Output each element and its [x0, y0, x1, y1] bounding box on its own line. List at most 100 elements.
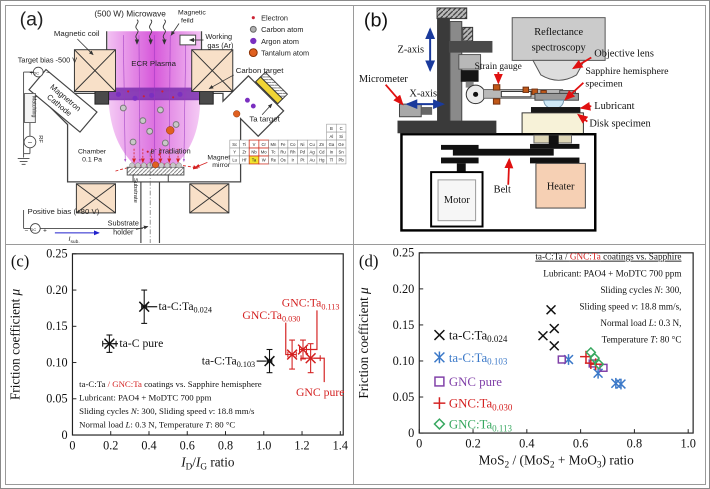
callout-connector [285, 322, 289, 356]
rf-source-symbol: ~ [28, 138, 33, 147]
dc-source-1: DC [33, 70, 39, 75]
pt-symbol-Tl: Tl [330, 158, 334, 163]
legend-electron: Electron [261, 14, 288, 23]
specimen-stack [521, 92, 584, 136]
pt-symbol-V: V [253, 142, 256, 147]
reflectance-label-1: Reflectance [534, 27, 583, 38]
rf-label: RF [37, 135, 43, 143]
callout-connector [313, 357, 325, 383]
annotation: Sliding speed v: 18.8 mm/s, [579, 301, 681, 311]
pt-symbol-W: W [262, 158, 266, 163]
magnetron-cathode: Magnetron Cathode [28, 68, 98, 133]
series-gnc-pure: GNC pure [296, 343, 345, 399]
panel-label: (d) [359, 252, 379, 271]
callout-connector [306, 310, 318, 351]
magnetic-coils [73, 49, 234, 214]
x-tick-label: 1.4 [333, 439, 348, 453]
belt-label: Belt [494, 185, 511, 196]
chamber-label-1: Chamber [78, 149, 107, 156]
x-tick-label: 0.6 [180, 439, 195, 453]
pt-symbol-Fe: Fe [281, 142, 287, 147]
magnetic-field-label-1: Magnetic [178, 10, 206, 17]
pt-symbol-Nb: Nb [251, 150, 257, 155]
y-tick-label: 0.20 [393, 282, 415, 296]
pt-symbol-Co: Co [290, 142, 296, 147]
y-tick-label: 0.20 [46, 283, 67, 297]
series-ta-c-ta0024: ta-C:Ta0.024 [138, 289, 212, 324]
pt-symbol-Re: Re [271, 158, 277, 163]
e-irradiation-arrows [132, 148, 180, 164]
pt-symbol-Lu: Lu [232, 158, 237, 163]
field-lines [123, 35, 187, 163]
deposition-apparatus-diagram: Magnetron Cathode DC + − ~ RF Matching D [17, 8, 347, 244]
series-label-gnc-ta0030: GNC:Ta0.030 [242, 309, 300, 324]
x-tick-label: 0.2 [465, 437, 480, 451]
e-irradiation-label: e- irradiation [151, 147, 191, 156]
deposited-atoms [129, 162, 182, 169]
series-label-gnc-pure: GNC pure [296, 386, 345, 399]
x-tick-label: 0.6 [573, 437, 588, 451]
y-tick-label: 0 [61, 428, 67, 442]
microwave-arrows [134, 19, 167, 45]
tribometer-diagram: (b) Z-axis X-axis Micrometer Strain gaug… [359, 7, 669, 232]
pt-symbol-Cr: Cr [261, 142, 266, 147]
motor-label: Motor [444, 195, 471, 206]
magnetic-coil-label: Magnetic coil [54, 29, 100, 38]
pt-symbol-Sc: Sc [232, 142, 237, 147]
legend-argon: Argon atom [261, 37, 299, 46]
pt-symbol-Ti: Ti [243, 142, 246, 147]
legend-carbon: Carbon atom [261, 25, 303, 34]
chamber-label-2: 0.1 Pa [82, 156, 102, 163]
argon-atom-icon [250, 37, 257, 45]
y-tick-label: 0.05 [393, 390, 415, 404]
stand-column [436, 7, 493, 133]
x-tick-label: 0.8 [627, 437, 642, 451]
substrate-stage [126, 151, 185, 244]
magnetic-field-label-2: feild [181, 18, 194, 25]
legend-label: ta-C:Ta0.024 [449, 328, 508, 344]
y-tick-label: 0.05 [46, 392, 67, 406]
disk-specimen-shape [521, 112, 584, 136]
legend-label: GNC:Ta0.113 [449, 418, 513, 434]
x-tick-label: 1.0 [680, 437, 695, 451]
x-tick-label: 0.4 [519, 437, 534, 451]
dc-source-2: DC [31, 227, 37, 232]
sapphire-label-2: specimen [585, 79, 622, 90]
series-label-ta-c-ta0103: ta-C:Ta0.103 [202, 354, 255, 369]
series-ta-c-ta0103 [563, 354, 626, 390]
plasma-atoms [115, 90, 183, 156]
pt-symbol-Ir: Ir [291, 158, 294, 163]
i-sub-label: Isub. [69, 236, 80, 244]
pointer-arrows [384, 56, 592, 185]
substrate-holder-label-1: Substrate [108, 219, 139, 228]
plasma-dense-band [107, 87, 201, 101]
pt-symbol-In: In [330, 150, 334, 155]
series-gnc-ta0030: GNC:Ta0.030 [242, 309, 300, 370]
pt-symbol-Tc: Tc [271, 150, 275, 155]
annotation: ta-C:Ta / GNC:Ta coatings vs. Sapphire h… [79, 379, 262, 389]
pt-symbol-Zn: Zn [319, 142, 325, 147]
panel-b-label: (b) [364, 10, 388, 32]
pt-symbol-Ni: Ni [300, 142, 304, 147]
legend-tantalum: Tantalum atom [261, 49, 309, 58]
objective-lens-label: Objective lens [594, 49, 654, 60]
panel-d: 0 0.2 0.4 0.6 0.8 1.0 0 0.05 0.10 0.15 0.20 0.25 MoS… [353, 244, 706, 485]
x-axis-label: MoS2 / (MoS2 + MoO3) ratio [479, 452, 635, 470]
series-label-ta-c-ta0024: ta-C:Ta0.024 [159, 300, 212, 315]
y-tick-label: 0 [408, 426, 414, 440]
pt-symbol-Sn: Sn [339, 150, 345, 155]
y-tick-label: 0.15 [393, 318, 415, 332]
panel-b: (b) Z-axis X-axis Micrometer Strain gaug… [353, 5, 706, 245]
pt-symbol-Au: Au [310, 158, 316, 163]
base-plate [397, 120, 497, 134]
lubricant-label: Lubricant [594, 101, 634, 112]
legend-label: ta-C:Ta0.103 [449, 351, 508, 367]
ecr-plasma-label: ECR Plasma [131, 59, 176, 68]
tantalum-atom [152, 161, 159, 169]
y-tick-label: 0.10 [46, 355, 67, 369]
y-tick-label: 0.25 [393, 246, 415, 260]
legend-label: GNC:Ta0.030 [449, 397, 513, 413]
micrometer-label: Micrometer [359, 74, 409, 85]
pt-symbol-Hf: Hf [242, 158, 247, 163]
